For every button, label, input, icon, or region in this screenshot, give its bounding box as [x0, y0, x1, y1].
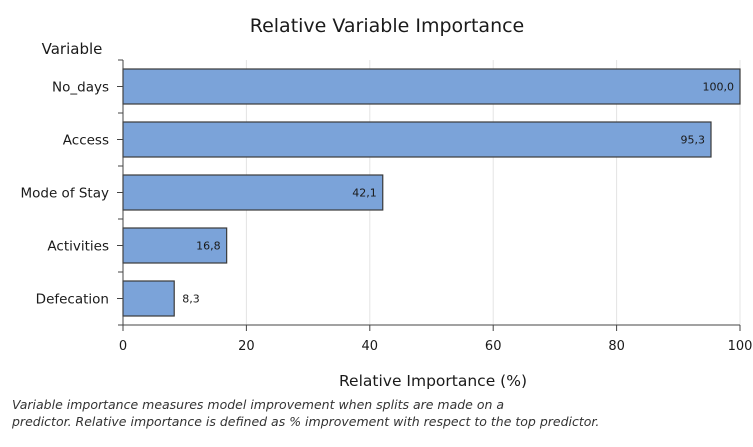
chart: Relative Variable Importance Variable 10… — [20, 15, 753, 390]
x-tick-label: 0 — [119, 339, 127, 354]
bars: 100,0 95,3 42,1 16,8 8,3 — [122, 68, 741, 317]
bar — [122, 280, 175, 317]
value-label: 95,3 — [681, 134, 706, 147]
footnote: Variable importance measures model impro… — [12, 396, 747, 430]
value-label: 100,0 — [703, 81, 735, 94]
footnote-line-1: Variable importance measures model impro… — [12, 397, 505, 412]
value-label: 16,8 — [196, 240, 221, 253]
x-tick-label: 60 — [485, 339, 502, 354]
category-label: Mode of Stay — [20, 186, 109, 202]
x-tick-label: 80 — [608, 339, 625, 354]
x-tick-label: 100 — [728, 339, 753, 354]
value-label: 8,3 — [182, 293, 200, 306]
category-label: Access — [63, 133, 109, 149]
footnote-line-2: predictor. Relative importance is define… — [12, 414, 600, 429]
bar — [122, 174, 384, 211]
x-tick-label: 20 — [238, 339, 255, 354]
chart-title: Relative Variable Importance — [250, 15, 525, 37]
y-axis-title: Variable — [42, 40, 103, 58]
category-label: No_days — [52, 80, 109, 96]
bar — [122, 68, 741, 105]
category-label: Defecation — [36, 292, 109, 308]
x-axis-title: Relative Importance (%) — [339, 372, 527, 390]
x-tick-label: 40 — [362, 339, 379, 354]
bar — [122, 121, 712, 158]
category-label: Activities — [47, 239, 109, 255]
bar — [122, 227, 228, 264]
axes: No_days Access Mode of Stay Activities Defec… — [20, 59, 753, 354]
value-label: 42,1 — [352, 187, 377, 200]
